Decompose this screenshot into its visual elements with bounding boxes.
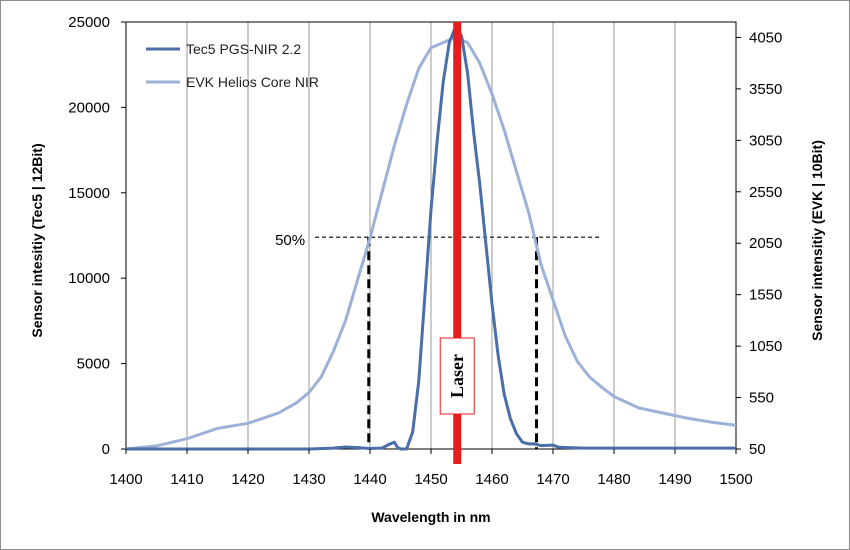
right-y-tick-label-50: 50 bbox=[749, 441, 766, 458]
right-y-tick-label-3550: 3550 bbox=[749, 81, 782, 98]
right-y-tick-label-550: 550 bbox=[749, 390, 774, 407]
x-tick-label-1410: 1410 bbox=[170, 471, 203, 488]
x-tick-label-1480: 1480 bbox=[597, 471, 630, 488]
x-tick-label-1440: 1440 bbox=[353, 471, 386, 488]
right-y-tick-label-4050: 4050 bbox=[749, 29, 782, 46]
half-max-label: 50% bbox=[275, 232, 305, 249]
right-y-axis-ticks: 50 550 1050 1550 2050 2550 3050 3550 4050 bbox=[736, 29, 782, 458]
left-y-tick-label-25000: 25000 bbox=[68, 14, 110, 31]
x-tick-label-1490: 1490 bbox=[658, 471, 691, 488]
x-tick-label-1430: 1430 bbox=[292, 471, 325, 488]
right-y-axis-title: Sensor intensitiy (EVK | 10Bit) bbox=[809, 140, 825, 341]
right-y-tick-label-3050: 3050 bbox=[749, 132, 782, 149]
legend-label-evk: EVK Helios Core NIR bbox=[186, 74, 319, 90]
right-y-tick-label-1050: 1050 bbox=[749, 338, 782, 355]
left-y-tick-label-20000: 20000 bbox=[68, 99, 110, 116]
x-axis-ticks: 1400 1410 1420 1430 1440 1450 1460 1470 1480 1490… bbox=[109, 449, 753, 488]
left-y-tick-label-10000: 10000 bbox=[68, 270, 110, 287]
legend: Tec5 PGS-NIR 2.2 EVK Helios Core NIR bbox=[146, 41, 319, 90]
laser-label-box bbox=[439, 337, 475, 415]
right-y-tick-label-2550: 2550 bbox=[749, 184, 782, 201]
right-y-tick-label-1550: 1550 bbox=[749, 287, 782, 304]
x-tick-label-1400: 1400 bbox=[109, 471, 142, 488]
x-tick-label-1460: 1460 bbox=[475, 471, 508, 488]
legend-label-tec5: Tec5 PGS-NIR 2.2 bbox=[186, 41, 301, 57]
x-tick-label-1470: 1470 bbox=[536, 471, 569, 488]
right-y-tick-label-2050: 2050 bbox=[749, 235, 782, 252]
left-y-tick-label-15000: 15000 bbox=[68, 185, 110, 202]
left-y-tick-label-0: 0 bbox=[102, 441, 110, 458]
laser-marker: Laser bbox=[439, 22, 475, 464]
laser-label: Laser bbox=[447, 354, 467, 398]
left-y-tick-label-5000: 5000 bbox=[77, 356, 110, 373]
x-tick-label-1450: 1450 bbox=[414, 471, 447, 488]
x-axis-title: Wavelength in nm bbox=[371, 509, 490, 525]
left-y-axis-ticks: 0 5000 10000 15000 20000 25000 bbox=[68, 14, 126, 458]
left-y-axis-title: Sensor intesitiy (Tec5 | 12Bit) bbox=[29, 143, 45, 337]
x-tick-label-1420: 1420 bbox=[231, 471, 264, 488]
x-tick-label-1500: 1500 bbox=[719, 471, 752, 488]
